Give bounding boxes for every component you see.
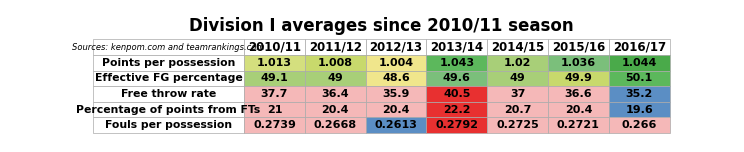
- Text: 21: 21: [266, 105, 282, 114]
- Text: 20.4: 20.4: [565, 105, 592, 114]
- Bar: [365, 102, 426, 117]
- Text: 35.2: 35.2: [626, 89, 652, 99]
- Bar: [305, 39, 365, 55]
- Text: 2013/14: 2013/14: [430, 41, 484, 54]
- Bar: [548, 39, 609, 55]
- Bar: [548, 55, 609, 71]
- Text: 2011/12: 2011/12: [309, 41, 362, 54]
- Text: 2015/16: 2015/16: [552, 41, 605, 54]
- Text: Free throw rate: Free throw rate: [121, 89, 217, 99]
- Text: 35.9: 35.9: [382, 89, 410, 99]
- Bar: [365, 55, 426, 71]
- Text: 49: 49: [510, 73, 525, 83]
- Bar: [244, 102, 305, 117]
- Bar: [305, 86, 365, 102]
- Text: 0.2721: 0.2721: [557, 120, 600, 130]
- Text: 20.4: 20.4: [382, 105, 410, 114]
- Text: 20.7: 20.7: [504, 105, 531, 114]
- Bar: [365, 71, 426, 86]
- Text: 36.4: 36.4: [321, 89, 349, 99]
- Bar: [244, 55, 305, 71]
- Bar: [548, 86, 609, 102]
- Bar: [426, 102, 487, 117]
- Text: 49.6: 49.6: [443, 73, 471, 83]
- Text: 2012/13: 2012/13: [370, 41, 423, 54]
- Text: 2014/15: 2014/15: [491, 41, 545, 54]
- Bar: [93, 55, 244, 71]
- Text: 0.2792: 0.2792: [435, 120, 478, 130]
- Text: 37.7: 37.7: [261, 89, 288, 99]
- Bar: [244, 39, 305, 55]
- Text: Sources: kenpom.com and teamrankings.com: Sources: kenpom.com and teamrankings.com: [72, 43, 265, 52]
- Bar: [487, 55, 548, 71]
- Text: 1.036: 1.036: [561, 58, 596, 68]
- Text: 49.9: 49.9: [565, 73, 592, 83]
- Text: 40.5: 40.5: [443, 89, 470, 99]
- Bar: [93, 117, 244, 133]
- Text: 1.004: 1.004: [379, 58, 414, 68]
- Text: 20.4: 20.4: [321, 105, 349, 114]
- Text: 2016/17: 2016/17: [612, 41, 666, 54]
- Bar: [426, 117, 487, 133]
- Text: Points per possession: Points per possession: [102, 58, 235, 68]
- Bar: [244, 86, 305, 102]
- Text: 0.2613: 0.2613: [375, 120, 417, 130]
- Text: 0.266: 0.266: [621, 120, 657, 130]
- Bar: [487, 39, 548, 55]
- Text: 0.2739: 0.2739: [253, 120, 296, 130]
- Bar: [548, 102, 609, 117]
- Bar: [244, 117, 305, 133]
- Bar: [487, 102, 548, 117]
- Text: Effective FG percentage: Effective FG percentage: [94, 73, 243, 83]
- Text: 1.044: 1.044: [621, 58, 657, 68]
- Bar: [93, 102, 244, 117]
- Bar: [609, 39, 670, 55]
- Text: 36.6: 36.6: [565, 89, 592, 99]
- Bar: [609, 117, 670, 133]
- Text: 1.043: 1.043: [439, 58, 475, 68]
- Text: Division I averages since 2010/11 season: Division I averages since 2010/11 season: [189, 17, 574, 35]
- Bar: [305, 117, 365, 133]
- Bar: [365, 117, 426, 133]
- Bar: [93, 39, 244, 55]
- Text: 1.008: 1.008: [318, 58, 353, 68]
- Bar: [487, 86, 548, 102]
- Bar: [609, 71, 670, 86]
- Text: 49: 49: [327, 73, 343, 83]
- Bar: [548, 71, 609, 86]
- Bar: [487, 71, 548, 86]
- Text: 22.2: 22.2: [443, 105, 471, 114]
- Bar: [426, 71, 487, 86]
- Text: 37: 37: [510, 89, 525, 99]
- Bar: [548, 117, 609, 133]
- Text: Percentage of points from FTs: Percentage of points from FTs: [77, 105, 260, 114]
- Text: 0.2668: 0.2668: [314, 120, 357, 130]
- Text: 50.1: 50.1: [626, 73, 652, 83]
- Bar: [609, 55, 670, 71]
- Bar: [244, 71, 305, 86]
- Text: 1.013: 1.013: [257, 58, 292, 68]
- Bar: [305, 71, 365, 86]
- Text: 48.6: 48.6: [382, 73, 410, 83]
- Bar: [365, 39, 426, 55]
- Bar: [487, 117, 548, 133]
- Bar: [609, 102, 670, 117]
- Bar: [609, 86, 670, 102]
- Text: 19.6: 19.6: [625, 105, 653, 114]
- Text: Fouls per possession: Fouls per possession: [105, 120, 232, 130]
- Text: 49.1: 49.1: [260, 73, 289, 83]
- Bar: [426, 86, 487, 102]
- Bar: [93, 71, 244, 86]
- Bar: [93, 86, 244, 102]
- Bar: [426, 55, 487, 71]
- Bar: [305, 55, 365, 71]
- Text: 1.02: 1.02: [504, 58, 531, 68]
- Bar: [305, 102, 365, 117]
- Bar: [426, 39, 487, 55]
- Bar: [365, 86, 426, 102]
- Text: 0.2725: 0.2725: [496, 120, 539, 130]
- Text: 2010/11: 2010/11: [248, 41, 301, 54]
